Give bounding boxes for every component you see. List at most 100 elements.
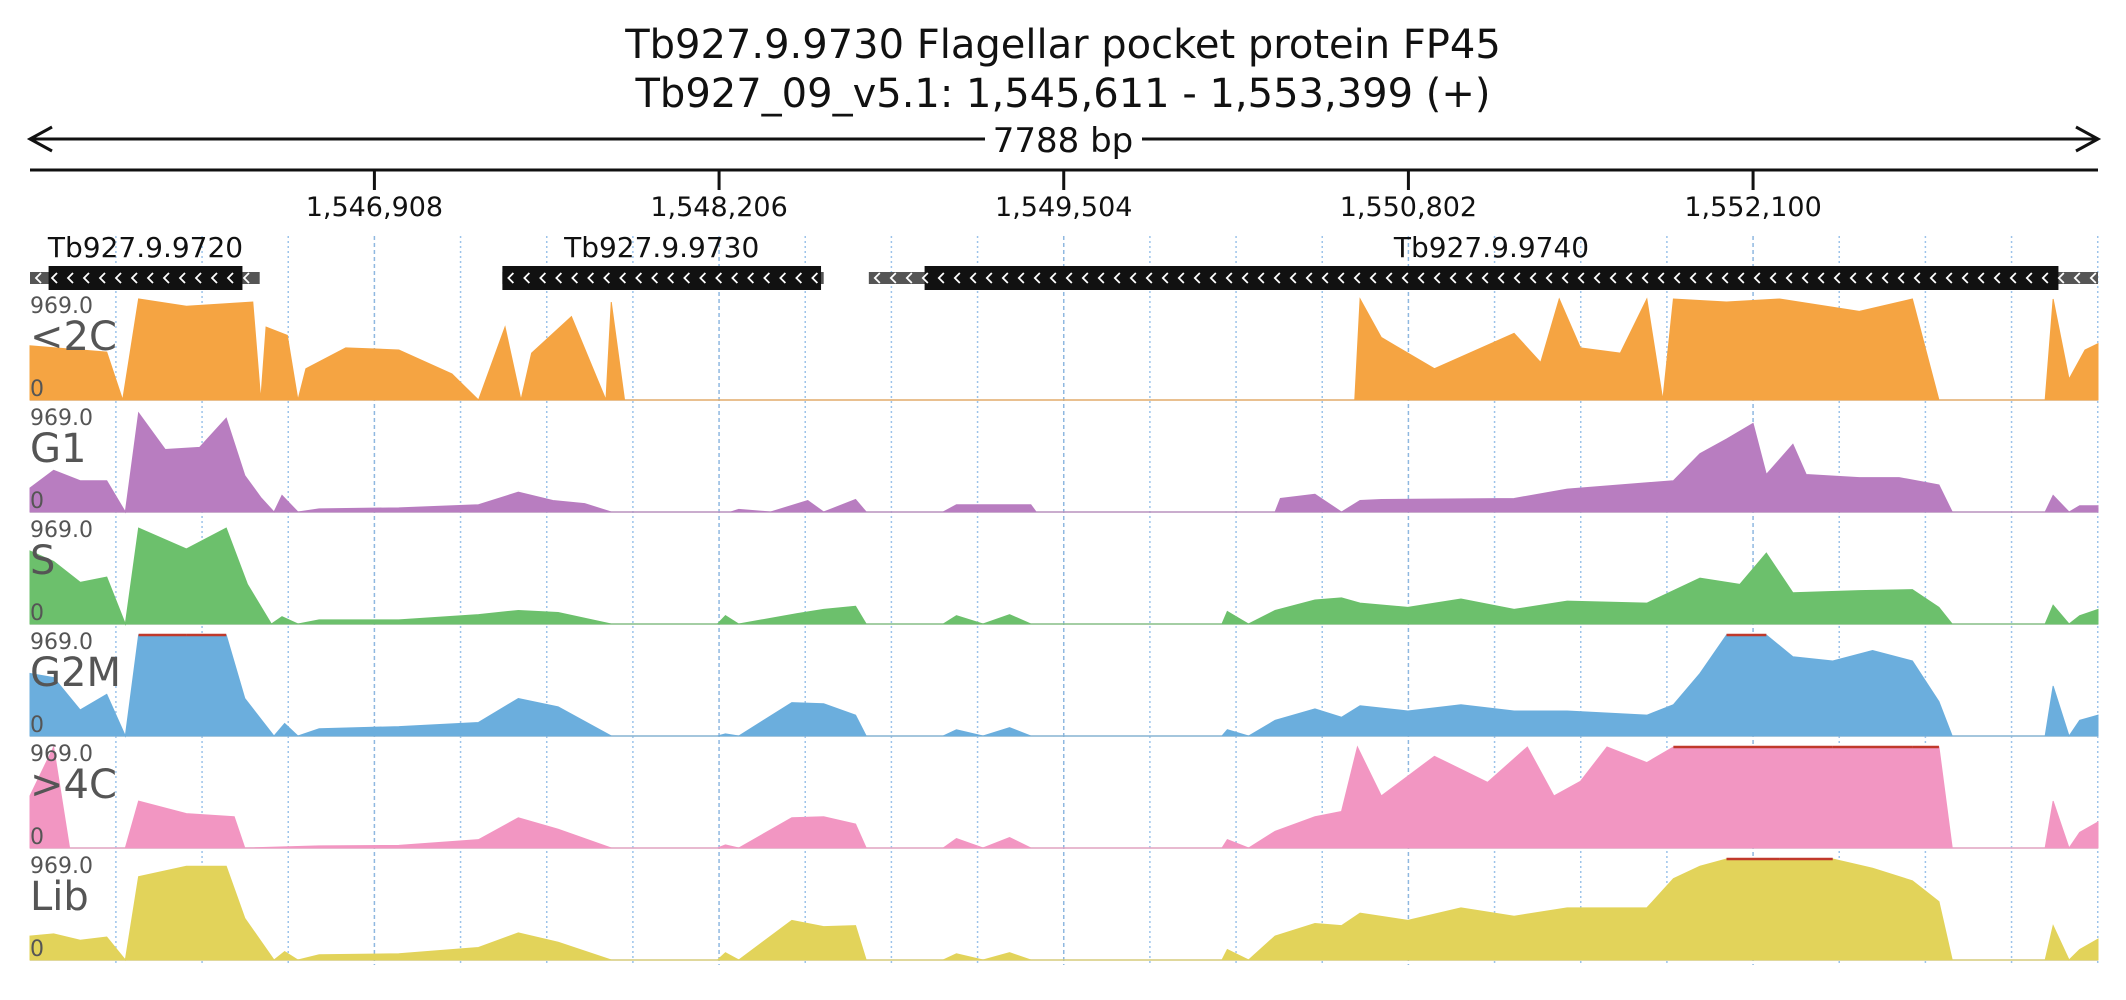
strand-chevron-icon (2089, 272, 2097, 284)
gene-cds (48, 266, 243, 290)
track-name-label: G1 (30, 426, 86, 472)
strand-chevron-icon (1113, 272, 1121, 284)
strand-chevron-icon (889, 272, 897, 284)
strand-chevron-icon (1817, 272, 1825, 284)
strand-chevron-icon (795, 272, 803, 284)
strand-chevron-icon (763, 272, 771, 284)
strand-chevron-icon (953, 272, 961, 284)
strand-chevron-icon (1737, 272, 1745, 284)
strand-chevron-icon (1689, 272, 1697, 284)
track-max-label: 969.0 (30, 742, 93, 767)
track-name-label: <2C (30, 314, 117, 360)
gene-cds (924, 266, 2059, 290)
track-name-label: Lib (30, 874, 89, 920)
strand-chevron-icon (226, 272, 234, 284)
strand-chevron-icon (969, 272, 977, 284)
strand-chevron-icon (1481, 272, 1489, 284)
strand-chevron-icon (162, 272, 170, 284)
strand-chevron-icon (747, 272, 755, 284)
track-max-label: 969.0 (30, 854, 93, 879)
strand-chevron-icon (1273, 272, 1281, 284)
strand-chevron-icon (1945, 272, 1953, 284)
gene-label: Tb927.9.9740 (1393, 231, 1589, 264)
strand-chevron-icon (539, 272, 547, 284)
strand-chevron-icon (1849, 272, 1857, 284)
strand-chevron-icon (905, 272, 913, 284)
strand-chevron-icon (1465, 272, 1473, 284)
track-2c: 969.0<2C 0 (29, 294, 2099, 402)
track-zero-label: 0 (30, 489, 44, 514)
span-label: 7788 bp (993, 121, 1134, 161)
strand-chevron-icon (66, 272, 74, 284)
strand-chevron-icon (635, 272, 643, 284)
track-zero-label: 0 (30, 377, 44, 402)
strand-chevron-icon (1193, 272, 1201, 284)
strand-chevron-icon (1001, 272, 1009, 284)
coverage-tracks: 969.0<2C0969.0G10969.0S0969.0G2M0969.0>4… (29, 294, 2099, 962)
strand-chevron-icon (1417, 272, 1425, 284)
strand-chevron-icon (1897, 272, 1905, 284)
strand-chevron-icon (130, 272, 138, 284)
strand-chevron-icon (98, 272, 106, 284)
strand-chevron-icon (603, 272, 611, 284)
strand-chevron-icon (1577, 272, 1585, 284)
strand-chevron-icon (1513, 272, 1521, 284)
strand-chevron-icon (699, 272, 707, 284)
strand-chevron-icon (242, 272, 250, 284)
strand-chevron-icon (1801, 272, 1809, 284)
strand-chevron-icon (2009, 272, 2017, 284)
coverage-area (29, 411, 2099, 514)
strand-chevron-icon (1993, 272, 2001, 284)
strand-chevron-icon (1785, 272, 1793, 284)
span-arrow-right-icon (2075, 125, 2102, 153)
strand-chevron-icon (82, 272, 90, 284)
strand-chevron-icon (1625, 272, 1633, 284)
strand-chevron-icon (1913, 272, 1921, 284)
strand-chevron-icon (587, 272, 595, 284)
strand-chevron-icon (1177, 272, 1185, 284)
axis-tick-label: 1,552,100 (1684, 192, 1821, 223)
strand-chevron-icon (1641, 272, 1649, 284)
strand-chevron-icon (194, 272, 202, 284)
track-max-label: 969.0 (30, 518, 93, 543)
strand-chevron-icon (571, 272, 579, 284)
strand-chevron-icon (1401, 272, 1409, 284)
strand-chevron-icon (1289, 272, 1297, 284)
track-name-label: S (30, 538, 55, 584)
strand-chevron-icon (1225, 272, 1233, 284)
strand-chevron-icon (1081, 272, 1089, 284)
strand-chevron-icon (2025, 272, 2033, 284)
track-zero-label: 0 (30, 825, 44, 850)
strand-chevron-icon (1145, 272, 1153, 284)
strand-chevron-icon (1497, 272, 1505, 284)
strand-chevron-icon (1545, 272, 1553, 284)
strand-chevron-icon (2073, 272, 2081, 284)
track-zero-label: 0 (30, 713, 44, 738)
strand-chevron-icon (651, 272, 659, 284)
strand-chevron-icon (1657, 272, 1665, 284)
strand-chevron-icon (2041, 272, 2049, 284)
strand-chevron-icon (1385, 272, 1393, 284)
strand-chevron-icon (1161, 272, 1169, 284)
strand-chevron-icon (1129, 272, 1137, 284)
strand-chevron-icon (1049, 272, 1057, 284)
strand-chevron-icon (683, 272, 691, 284)
strand-chevron-icon (1433, 272, 1441, 284)
track-zero-label: 0 (30, 601, 44, 626)
strand-chevron-icon (921, 272, 929, 284)
strand-chevron-icon (1833, 272, 1841, 284)
strand-chevron-icon (1961, 272, 1969, 284)
strand-chevron-icon (1769, 272, 1777, 284)
strand-chevron-icon (1097, 272, 1105, 284)
coverage-area (29, 527, 2099, 626)
strand-chevron-icon (1561, 272, 1569, 284)
strand-chevron-icon (811, 272, 819, 284)
track-max-label: 969.0 (30, 406, 93, 431)
strand-chevron-icon (715, 272, 723, 284)
strand-chevron-icon (1353, 272, 1361, 284)
strand-chevron-icon (1609, 272, 1617, 284)
